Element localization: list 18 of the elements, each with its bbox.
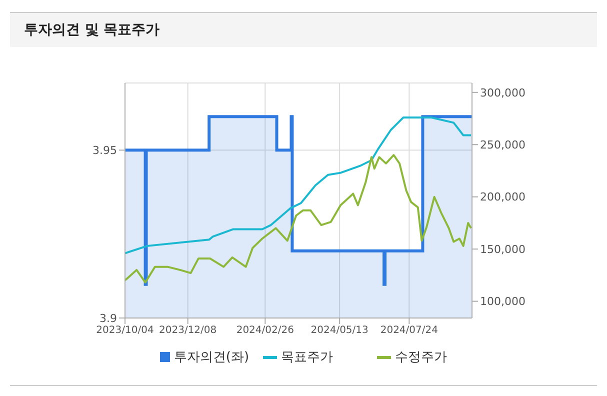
legend-label: 투자의견(좌) bbox=[174, 349, 250, 366]
y2-tick-label: 300,000 bbox=[480, 86, 526, 100]
y2-tick-label: 150,000 bbox=[480, 242, 526, 256]
chart-title: 투자의견 및 목표주가 bbox=[24, 21, 160, 39]
x-tick-label: 2024/05/13 bbox=[310, 325, 368, 336]
line-series bbox=[125, 154, 472, 284]
y2-tick-label: 100,000 bbox=[480, 295, 526, 308]
y2-tick-label: 250,000 bbox=[480, 138, 526, 152]
x-tick-label: 2024/02/26 bbox=[236, 325, 294, 336]
x-tick-label: 2023/12/08 bbox=[159, 325, 217, 336]
x-tick-label: 2023/10/04 bbox=[96, 325, 154, 336]
legend-label: 수정주가 bbox=[395, 349, 448, 366]
y-tick-label: 3.9 bbox=[100, 312, 117, 325]
y2-tick-label: 200,000 bbox=[480, 190, 526, 204]
y-tick-label: 3.95 bbox=[92, 144, 117, 158]
line-series bbox=[125, 116, 472, 254]
x-tick-label: 2024/07/24 bbox=[380, 325, 438, 336]
legend-label: 목표주가 bbox=[281, 349, 334, 366]
